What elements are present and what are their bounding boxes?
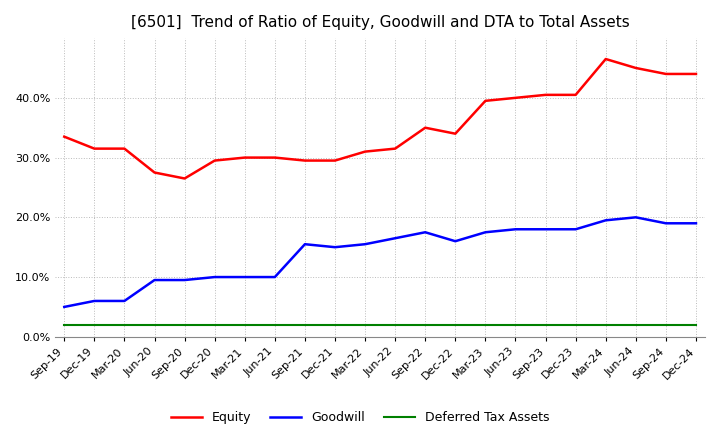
Equity xyxy=(391,146,400,151)
Equity xyxy=(271,155,279,160)
Deferred Tax Assets xyxy=(240,322,249,327)
Deferred Tax Assets xyxy=(572,322,580,327)
Deferred Tax Assets xyxy=(481,322,490,327)
Goodwill xyxy=(210,275,219,280)
Deferred Tax Assets xyxy=(300,322,309,327)
Goodwill xyxy=(60,304,68,310)
Goodwill xyxy=(631,215,640,220)
Deferred Tax Assets xyxy=(692,322,701,327)
Deferred Tax Assets xyxy=(180,322,189,327)
Goodwill xyxy=(120,298,129,304)
Line: Equity: Equity xyxy=(64,59,696,179)
Equity xyxy=(300,158,309,163)
Equity xyxy=(451,131,459,136)
Equity xyxy=(60,134,68,139)
Deferred Tax Assets xyxy=(120,322,129,327)
Goodwill xyxy=(300,242,309,247)
Goodwill xyxy=(601,218,610,223)
Deferred Tax Assets xyxy=(662,322,670,327)
Deferred Tax Assets xyxy=(271,322,279,327)
Goodwill xyxy=(692,220,701,226)
Goodwill xyxy=(361,242,369,247)
Goodwill xyxy=(511,227,520,232)
Line: Goodwill: Goodwill xyxy=(64,217,696,307)
Goodwill xyxy=(451,238,459,244)
Equity xyxy=(240,155,249,160)
Goodwill xyxy=(421,230,430,235)
Title: [6501]  Trend of Ratio of Equity, Goodwill and DTA to Total Assets: [6501] Trend of Ratio of Equity, Goodwil… xyxy=(131,15,629,30)
Equity xyxy=(572,92,580,98)
Deferred Tax Assets xyxy=(631,322,640,327)
Goodwill xyxy=(240,275,249,280)
Equity xyxy=(210,158,219,163)
Deferred Tax Assets xyxy=(210,322,219,327)
Equity xyxy=(601,56,610,62)
Equity xyxy=(421,125,430,130)
Goodwill xyxy=(541,227,550,232)
Goodwill xyxy=(90,298,99,304)
Deferred Tax Assets xyxy=(511,322,520,327)
Equity xyxy=(541,92,550,98)
Deferred Tax Assets xyxy=(391,322,400,327)
Deferred Tax Assets xyxy=(361,322,369,327)
Deferred Tax Assets xyxy=(60,322,68,327)
Goodwill xyxy=(481,230,490,235)
Deferred Tax Assets xyxy=(601,322,610,327)
Equity xyxy=(511,95,520,100)
Equity xyxy=(361,149,369,154)
Equity xyxy=(692,71,701,77)
Equity xyxy=(180,176,189,181)
Goodwill xyxy=(180,277,189,282)
Deferred Tax Assets xyxy=(90,322,99,327)
Legend: Equity, Goodwill, Deferred Tax Assets: Equity, Goodwill, Deferred Tax Assets xyxy=(166,407,554,429)
Goodwill xyxy=(150,277,159,282)
Equity xyxy=(662,71,670,77)
Goodwill xyxy=(271,275,279,280)
Deferred Tax Assets xyxy=(150,322,159,327)
Goodwill xyxy=(572,227,580,232)
Equity xyxy=(120,146,129,151)
Equity xyxy=(90,146,99,151)
Deferred Tax Assets xyxy=(541,322,550,327)
Goodwill xyxy=(330,245,339,250)
Deferred Tax Assets xyxy=(330,322,339,327)
Equity xyxy=(481,98,490,103)
Equity xyxy=(330,158,339,163)
Goodwill xyxy=(391,235,400,241)
Equity xyxy=(631,65,640,70)
Deferred Tax Assets xyxy=(451,322,459,327)
Equity xyxy=(150,170,159,175)
Deferred Tax Assets xyxy=(421,322,430,327)
Goodwill xyxy=(662,220,670,226)
